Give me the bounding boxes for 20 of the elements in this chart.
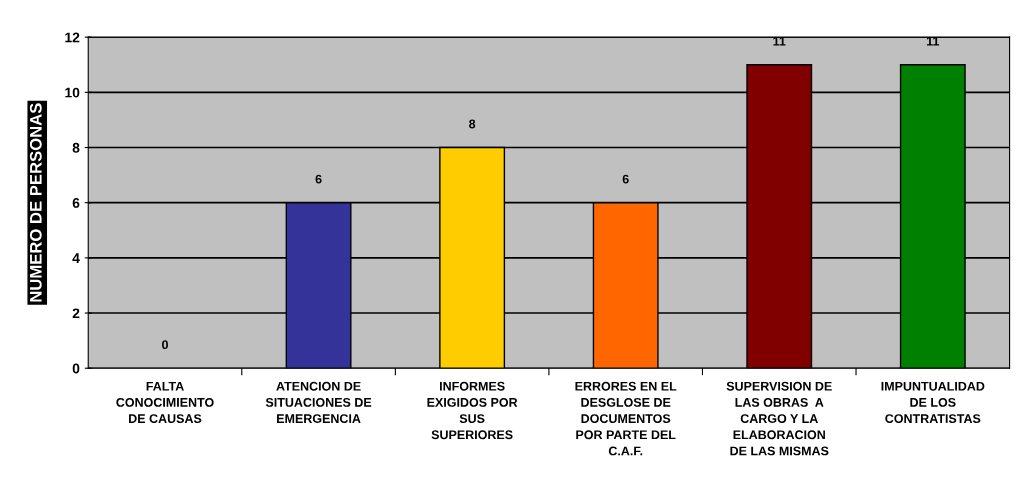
data-label: 6 [315,174,322,184]
y-tick-label: 8 [72,142,80,153]
y-tick-label: 0 [72,363,80,374]
x-tick-label: IMPUNTUALIDAD DE LOS CONTRATISTAS [881,381,985,423]
y-tick-label: 2 [72,308,80,319]
y-tick-label: 6 [72,198,80,208]
x-tick-label: ATENCION DE SITUACIONES DE EMERGENCIA [265,381,372,423]
x-tick-label: ERRORES EN EL DESGLOSE DE DOCUMENTOS POR PARTE DEL C.A.F. [575,381,677,456]
x-tick-label: FALTA CONOCIMIENTO DE CAUSAS [116,381,214,423]
x-tick-label: INFORMES EXIGIDOS POR SUS SUPERIORES [427,381,518,440]
x-tick-label: SUPERVISION DE LAS OBRAS A CARGO Y LA ELABORACION DE LAS MISMAS [726,381,832,456]
data-label: 11 [773,36,786,46]
y-tick-label: 10 [65,87,80,98]
data-label: 6 [622,174,629,184]
data-label: 11 [926,36,940,46]
data-label: 0 [162,340,168,350]
y-tick-label: 12 [65,32,80,43]
y-tick-label: 4 [72,253,80,263]
data-label: 8 [469,119,476,129]
y-axis-title: NUMERO DE PERSONAS [29,103,42,302]
